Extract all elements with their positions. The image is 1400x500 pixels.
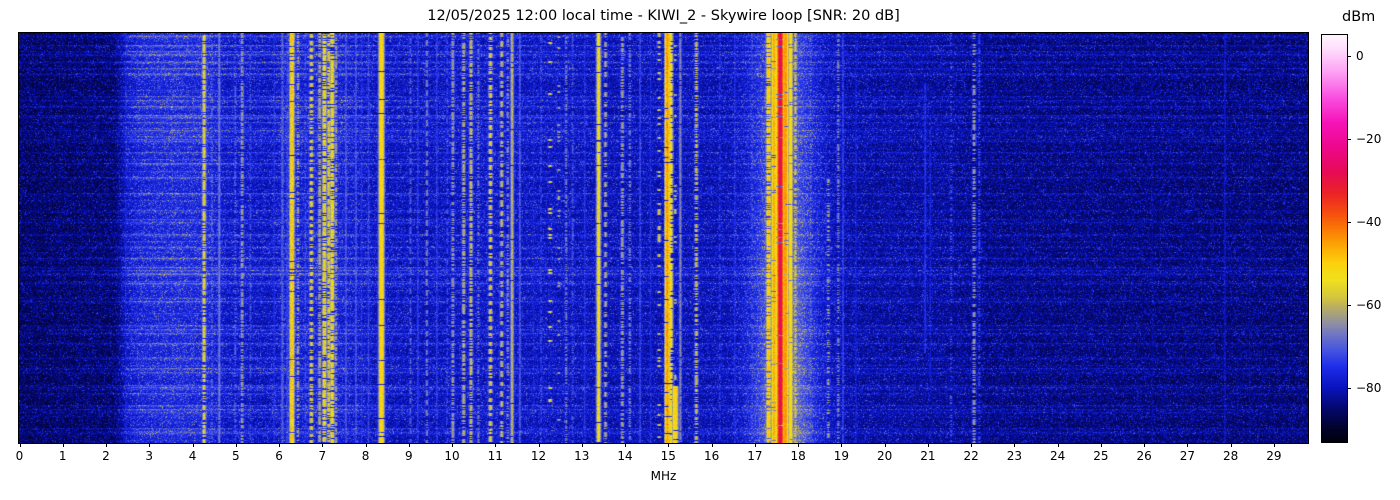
spectrogram-canvas xyxy=(18,32,1309,444)
x-tick-mark xyxy=(19,443,21,447)
x-tick-label: 27 xyxy=(1179,449,1196,463)
x-tick-label: 18 xyxy=(790,449,806,463)
x-tick-mark xyxy=(625,443,627,447)
colorbar-tick-mark xyxy=(1347,304,1351,306)
x-tick-mark xyxy=(279,443,281,447)
x-tick-label: 17 xyxy=(747,449,763,463)
colorbar-unit-label: dBm xyxy=(1342,9,1376,25)
colorbar-tick-mark xyxy=(1347,55,1351,57)
x-tick-mark xyxy=(192,443,194,447)
x-tick-mark xyxy=(408,443,410,447)
x-tick-label: 2 xyxy=(102,449,110,463)
x-tick-mark xyxy=(841,443,843,447)
x-tick-mark xyxy=(62,443,64,447)
x-tick-label: 22 xyxy=(963,449,979,463)
x-tick-mark xyxy=(927,443,929,447)
x-tick-label: 12 xyxy=(530,449,547,463)
x-tick-label: 29 xyxy=(1266,449,1282,463)
x-tick-mark xyxy=(1187,443,1189,447)
x-tick-mark xyxy=(1014,443,1016,447)
x-tick-label: 0 xyxy=(15,449,24,463)
x-tick-label: 20 xyxy=(876,449,893,463)
x-tick-label: 13 xyxy=(574,449,590,463)
x-tick-label: 5 xyxy=(231,449,240,463)
x-tick-mark xyxy=(452,443,454,447)
x-tick-label: 21 xyxy=(920,449,936,463)
x-tick-label: 15 xyxy=(660,449,676,463)
x-tick-mark xyxy=(971,443,973,447)
x-tick-label: 26 xyxy=(1136,449,1152,463)
x-axis-label: MHz xyxy=(650,469,677,483)
x-tick-label: 7 xyxy=(318,449,327,463)
x-tick-label: 19 xyxy=(833,449,849,463)
x-tick-label: 4 xyxy=(188,449,197,463)
x-tick-label: 14 xyxy=(617,449,633,463)
x-tick-label: 6 xyxy=(275,449,283,463)
x-tick-mark xyxy=(1273,443,1275,447)
x-tick-label: 9 xyxy=(404,449,413,463)
x-tick-mark xyxy=(106,443,107,447)
colorbar-tick-mark xyxy=(1347,221,1351,223)
x-tick-mark xyxy=(1230,443,1232,447)
x-tick-label: 10 xyxy=(444,449,460,463)
chart-title: 12/05/2025 12:00 local time - KIWI_2 - S… xyxy=(427,8,900,24)
x-tick-label: 11 xyxy=(487,449,503,463)
x-tick-mark xyxy=(581,443,583,447)
x-tick-mark xyxy=(538,443,540,447)
colorbar-tick-mark xyxy=(1347,138,1351,140)
x-tick-mark xyxy=(1100,443,1102,447)
colorbar-tick-label: −40 xyxy=(1356,214,1382,229)
x-tick-mark xyxy=(711,443,713,447)
x-tick-mark xyxy=(495,443,497,447)
x-tick-mark xyxy=(149,443,151,447)
x-tick-mark xyxy=(365,443,367,447)
colorbar-tick-label: 0 xyxy=(1356,48,1364,63)
colorbar-tick-label: −60 xyxy=(1356,297,1382,312)
x-tick-mark xyxy=(1057,443,1059,447)
x-tick-mark xyxy=(322,443,324,447)
x-tick-mark xyxy=(668,443,670,447)
x-tick-label: 16 xyxy=(703,449,720,463)
x-tick-label: 23 xyxy=(1006,449,1022,463)
colorbar-gradient xyxy=(1321,34,1348,443)
x-tick-label: 28 xyxy=(1223,449,1239,463)
x-tick-label: 3 xyxy=(145,449,154,463)
x-tick-mark xyxy=(884,443,886,447)
x-tick-mark xyxy=(754,443,756,447)
x-tick-mark xyxy=(1144,443,1146,447)
colorbar-tick-mark xyxy=(1347,388,1351,389)
x-tick-label: 1 xyxy=(58,449,67,463)
x-tick-label: 25 xyxy=(1093,449,1109,463)
x-tick-mark xyxy=(235,443,237,447)
x-tick-label: 24 xyxy=(1049,449,1066,463)
x-tick-label: 8 xyxy=(361,449,370,463)
colorbar-tick-label: −20 xyxy=(1356,131,1382,146)
colorbar-tick-label: −80 xyxy=(1356,381,1382,395)
x-tick-mark xyxy=(798,443,800,447)
